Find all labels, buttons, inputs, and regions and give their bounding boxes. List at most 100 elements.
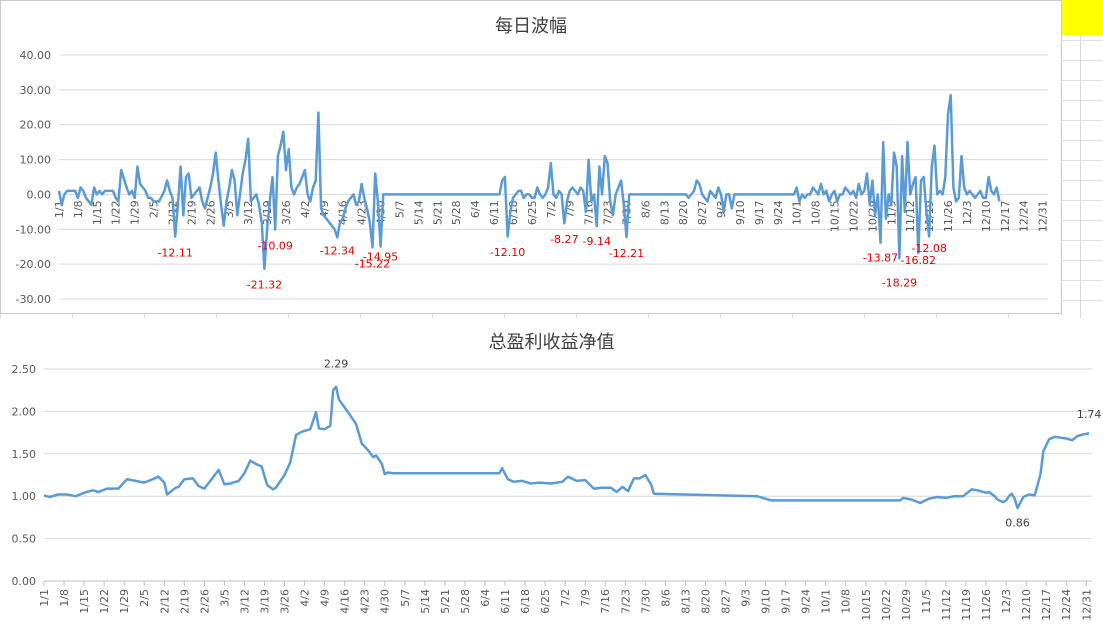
series-line: [57, 93, 1001, 270]
x-tick-label: 2/26: [198, 589, 211, 614]
x-tick-label: 2/5: [148, 200, 161, 218]
x-tick-label: 2/19: [178, 589, 191, 614]
data-label: 0.86: [1005, 517, 1030, 530]
x-tick-label: 6/4: [479, 589, 492, 607]
x-tick-label: 4/23: [359, 589, 372, 614]
x-tick-label: 3/26: [279, 589, 292, 614]
x-tick-label: 12/24: [1060, 589, 1073, 621]
data-label: -12.08: [911, 242, 946, 255]
x-tick-label: 12/17: [1040, 589, 1053, 621]
x-tick-label: 3/12: [238, 589, 251, 614]
y-tick-label: 10.00: [20, 154, 52, 167]
chart-title: 总盈利收益净值: [488, 332, 615, 353]
x-tick-label: 5/7: [393, 200, 406, 218]
x-tick-label: 9/17: [780, 589, 793, 614]
x-tick-label: 10/8: [840, 589, 853, 614]
x-tick-label: 11/26: [980, 589, 993, 621]
x-tick-label: 2/12: [158, 589, 171, 614]
x-tick-label: 6/18: [519, 589, 532, 614]
x-tick-label: 10/1: [820, 589, 833, 614]
x-tick-label: 5/28: [459, 589, 472, 614]
y-tick-label: -30.00: [16, 293, 51, 306]
x-tick-label: 7/16: [599, 589, 612, 614]
x-tick-label: 9/3: [740, 589, 753, 607]
x-tick-label: 1/15: [78, 589, 91, 614]
x-tick-label: 10/1: [791, 200, 804, 225]
x-tick-label: 10/29: [900, 589, 913, 621]
daily-amplitude-chart[interactable]: 每日波幅 40.00 30.00 20.00 10.00 0.00 -10.00 -20.0…: [0, 0, 1062, 314]
x-tick-label: 1/15: [91, 200, 104, 225]
x-tick-label: 10/22: [847, 200, 860, 232]
x-tick-label: 4/9: [319, 589, 332, 607]
y-tick-label: 2.00: [12, 405, 37, 418]
x-tick-label: 12/17: [999, 200, 1012, 232]
x-tick-label: 4/2: [299, 589, 312, 607]
x-tick-label: 7/9: [579, 589, 592, 607]
data-label: -10.09: [257, 240, 292, 253]
data-label: -12.11: [157, 246, 192, 259]
data-label: -8.27: [550, 233, 578, 246]
y-tick-label: 1.00: [12, 490, 37, 503]
x-tick-label: 10/8: [810, 200, 823, 225]
x-tick-label: 3/5: [218, 589, 231, 607]
x-tick-label: 12/3: [961, 200, 974, 225]
data-label: 2.29: [324, 357, 349, 370]
x-tick-label: 12/10: [980, 200, 993, 232]
x-tick-label: 1/22: [98, 589, 111, 614]
x-tick-label: 1/22: [110, 200, 123, 225]
data-label: -16.82: [901, 254, 936, 267]
data-label: -13.87: [863, 251, 898, 264]
data-label: -15.22: [355, 258, 390, 271]
x-tick-label: 6/25: [526, 200, 539, 225]
x-tick-label: 5/14: [419, 589, 432, 614]
x-tick-label: 8/6: [639, 200, 652, 218]
x-tick-label: 4/16: [339, 589, 352, 614]
x-tick-label: 1/8: [58, 589, 71, 607]
x-tick-label: 9/10: [734, 200, 747, 225]
x-tick-label: 7/2: [559, 589, 572, 607]
x-tick-label: 11/5: [885, 200, 898, 225]
x-tick-label: 6/25: [539, 589, 552, 614]
net-value-plot: 2.50 2.00 1.50 1.00 0.50 0.001/1 1/8 1/15 1/22 1/…: [12, 357, 1102, 621]
x-tick-label: 4/30: [379, 589, 392, 614]
x-tick-label: 11/5: [920, 589, 933, 614]
x-tick-label: 1/1: [38, 589, 51, 607]
daily-amplitude-plot: 40.00 30.00 20.00 10.00 0.00 -10.00 -20.00 -30.…: [16, 49, 1050, 306]
x-tick-label: 3/26: [280, 200, 293, 225]
x-tick-label: 11/12: [904, 200, 917, 232]
y-tick-label: 30.00: [20, 84, 52, 97]
x-tick-label: 10/15: [860, 589, 873, 621]
x-tick-label: 11/12: [940, 589, 953, 621]
x-tick-label: 3/12: [242, 200, 255, 225]
y-tick-label: 40.00: [20, 49, 52, 62]
x-tick-label: 9/10: [760, 589, 773, 614]
y-tick-label: 0.00: [27, 188, 52, 201]
highlighted-cell[interactable]: [1062, 0, 1103, 35]
x-tick-label: 7/30: [639, 589, 652, 614]
x-tick-label: 12/3: [1000, 589, 1013, 614]
x-tick-label: 2/5: [138, 589, 151, 607]
x-tick-label: 7/2: [545, 200, 558, 218]
x-tick-label: 8/27: [696, 200, 709, 225]
net-value-chart[interactable]: 总盈利收益净值 2.50 2.00 1.50 1.00 0.50 0.00 1/1 1/8 1/…: [0, 318, 1103, 633]
x-tick-label: 5/14: [412, 200, 425, 225]
x-tick-label: 9/24: [800, 589, 813, 614]
data-label: -12.34: [320, 245, 355, 258]
y-tick-label: 0.00: [12, 575, 37, 588]
x-tick-label: 12/31: [1037, 200, 1050, 232]
x-tick-label: 5/21: [439, 589, 452, 614]
y-tick-label: -10.00: [16, 223, 51, 236]
x-tick-label: 8/13: [658, 200, 671, 225]
x-tick-label: 2/19: [185, 200, 198, 225]
x-tick-label: 8/20: [677, 200, 690, 225]
x-tick-label: 10/22: [880, 589, 893, 621]
x-tick-label: 11/26: [942, 200, 955, 232]
x-tick-label: 5/21: [431, 200, 444, 225]
x-tick-label: 10/15: [829, 200, 842, 232]
x-tick-label: 6/4: [469, 200, 482, 218]
x-tick-label: 2/26: [204, 200, 217, 225]
data-label: -12.21: [609, 247, 644, 260]
x-tick-label: 12/24: [1018, 200, 1031, 232]
data-label: -12.10: [490, 246, 525, 259]
y-tick-label: 1.50: [12, 448, 37, 461]
